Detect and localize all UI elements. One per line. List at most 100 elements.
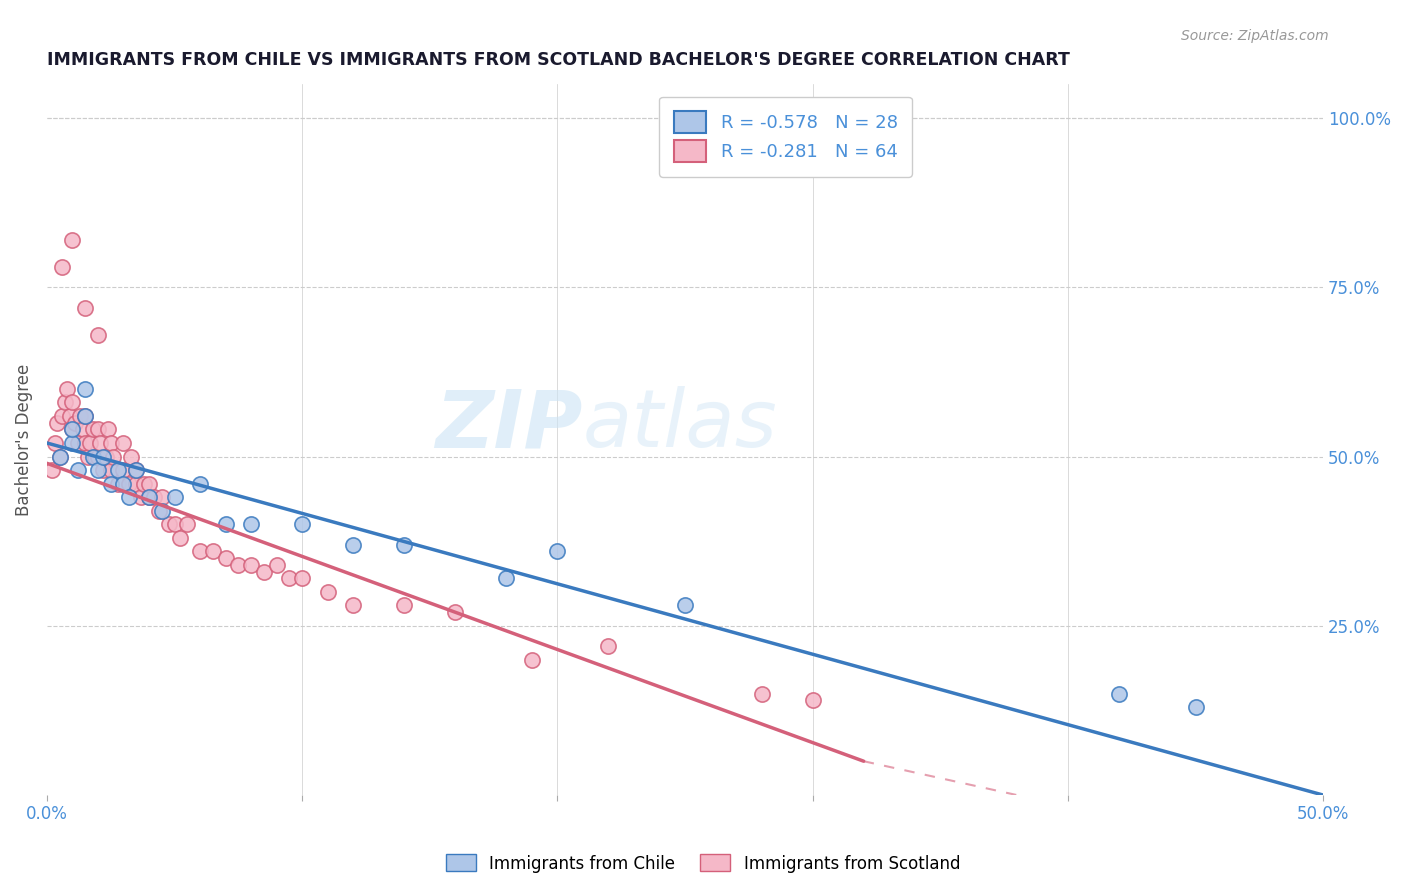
Point (100, 463, 122, 477)
Point (66, 436, 89, 450)
Point (188, 476, 211, 491)
Point (107, 476, 129, 491)
Point (598, 639, 620, 653)
Point (82, 450, 104, 464)
Point (214, 517, 236, 532)
Point (342, 599, 364, 613)
Point (87, 327, 110, 342)
Text: ZIP: ZIP (436, 386, 583, 465)
Point (342, 537, 364, 551)
Point (69, 409, 91, 423)
Point (138, 476, 160, 491)
Point (51, 409, 73, 423)
Point (291, 517, 314, 532)
Point (150, 504, 173, 518)
Point (117, 490, 139, 504)
Point (63, 416, 86, 430)
Point (75, 409, 97, 423)
Point (1184, 700, 1206, 714)
Point (444, 605, 467, 619)
Point (82, 422, 104, 436)
Point (94, 450, 117, 464)
Point (125, 463, 148, 477)
Text: atlas: atlas (583, 386, 778, 465)
Point (56, 382, 79, 396)
Point (291, 571, 314, 585)
Point (240, 558, 263, 572)
Point (176, 517, 198, 532)
Point (228, 558, 250, 572)
Y-axis label: Bachelor's Degree: Bachelor's Degree (15, 363, 32, 516)
Point (84, 450, 107, 464)
Point (801, 693, 824, 707)
Text: IMMIGRANTS FROM CHILE VS IMMIGRANTS FROM SCOTLAND BACHELOR'S DEGREE CORRELATION : IMMIGRANTS FROM CHILE VS IMMIGRANTS FROM… (46, 51, 1070, 69)
Point (495, 571, 517, 585)
Point (79, 436, 101, 450)
Point (201, 544, 224, 558)
Point (87, 450, 110, 464)
Point (266, 558, 288, 572)
Point (253, 565, 276, 579)
Legend: R = -0.578   N = 28, R = -0.281   N = 64: R = -0.578 N = 28, R = -0.281 N = 64 (659, 96, 912, 177)
Point (62, 395, 84, 409)
Point (75, 409, 97, 423)
Point (91, 463, 114, 477)
Point (546, 544, 568, 558)
Point (112, 436, 135, 450)
Point (112, 476, 135, 491)
Point (62, 233, 84, 247)
Point (316, 585, 339, 599)
Point (148, 504, 170, 518)
Point (169, 531, 191, 545)
Point (51, 260, 73, 274)
Point (107, 463, 129, 477)
Point (87, 422, 110, 436)
Point (278, 571, 301, 585)
Point (75, 301, 97, 315)
Point (44, 436, 66, 450)
Point (41, 463, 63, 477)
Point (59, 409, 82, 423)
Point (125, 476, 148, 491)
Point (131, 490, 153, 504)
Point (112, 463, 135, 477)
Point (394, 599, 416, 613)
Point (62, 422, 84, 436)
Point (62, 422, 84, 436)
Point (138, 490, 160, 504)
Point (157, 517, 180, 532)
Point (76, 450, 98, 464)
Point (1108, 686, 1130, 700)
Point (89, 436, 111, 450)
Text: Source: ZipAtlas.com: Source: ZipAtlas.com (1181, 29, 1329, 43)
Point (72, 422, 94, 436)
Point (673, 599, 696, 613)
Point (125, 463, 148, 477)
Point (48, 450, 70, 464)
Point (132, 476, 155, 491)
Point (103, 450, 125, 464)
Point (97, 422, 120, 436)
Point (240, 517, 263, 532)
Point (163, 490, 186, 504)
Point (120, 450, 142, 464)
Point (46, 416, 69, 430)
Point (87, 463, 110, 477)
Legend: Immigrants from Chile, Immigrants from Scotland: Immigrants from Chile, Immigrants from S… (439, 847, 967, 880)
Point (75, 436, 97, 450)
Point (100, 436, 122, 450)
Point (48, 450, 70, 464)
Point (66, 463, 89, 477)
Point (394, 537, 416, 551)
Point (100, 476, 122, 491)
Point (62, 436, 84, 450)
Point (117, 476, 139, 491)
Point (188, 544, 211, 558)
Point (75, 382, 97, 396)
Point (751, 686, 773, 700)
Point (520, 653, 543, 667)
Point (91, 450, 114, 464)
Point (150, 490, 173, 504)
Point (138, 490, 160, 504)
Point (53, 395, 76, 409)
